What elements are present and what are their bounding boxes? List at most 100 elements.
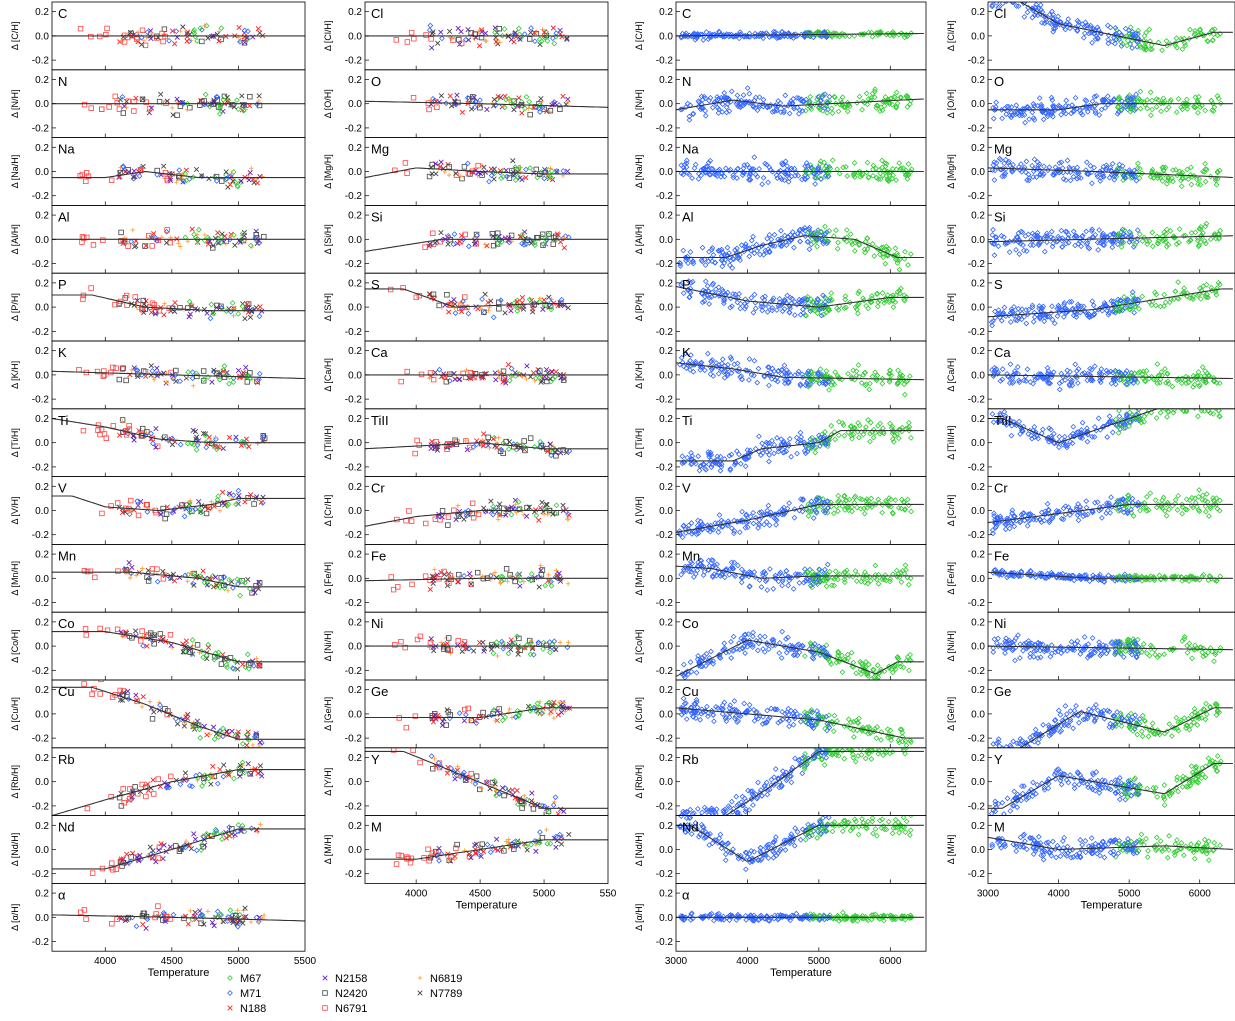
data-point [124, 916, 130, 923]
data-point [133, 573, 139, 578]
data-point [140, 566, 145, 571]
data-point [561, 245, 567, 251]
data-point [508, 511, 515, 518]
data-point [817, 232, 824, 239]
data-point [103, 435, 109, 441]
data-point [843, 164, 849, 170]
data-point [783, 300, 790, 306]
data-point [207, 732, 213, 737]
data-point [846, 496, 853, 503]
data-point [218, 661, 225, 667]
y-axis-label: Δ [Cu/H] [10, 697, 20, 731]
data-point [818, 303, 825, 310]
data-point [153, 426, 159, 432]
data-point [171, 578, 178, 584]
data-point [445, 241, 451, 247]
data-point [216, 376, 223, 383]
data-point [201, 306, 208, 312]
y-tick-label: 0.2 [35, 211, 49, 222]
data-point [786, 309, 793, 316]
data-point [192, 909, 198, 916]
data-point [499, 32, 506, 39]
data-point [762, 247, 769, 254]
data-point [215, 230, 221, 236]
panel-p: 0.20.0-0.2PΔ [P/H] [634, 272, 927, 342]
data-point [769, 437, 775, 444]
data-point [553, 574, 560, 581]
data-point [231, 775, 237, 782]
data-point [259, 500, 266, 506]
data-point [465, 26, 471, 33]
data-point [869, 33, 876, 40]
data-point [862, 382, 869, 389]
data-point [187, 509, 193, 516]
data-point [689, 175, 695, 182]
data-point [500, 379, 506, 385]
fit-curve [52, 417, 305, 444]
data-point [139, 425, 146, 432]
data-point [524, 513, 530, 519]
data-point [879, 290, 886, 296]
data-point [117, 432, 123, 438]
data-point [683, 104, 689, 111]
data-point [446, 442, 453, 449]
data-point [541, 34, 548, 41]
data-point [120, 419, 125, 424]
data-point [438, 159, 444, 165]
data-point [815, 174, 822, 181]
data-point [741, 162, 748, 169]
y-tick-label: 0.0 [35, 777, 49, 788]
data-point [818, 176, 824, 182]
data-point [524, 376, 529, 382]
legend-item-n6819: N6819 [417, 973, 462, 985]
data-point [92, 574, 98, 581]
data-point [184, 440, 191, 447]
panel-frame [51, 476, 306, 545]
element-label: Ge [371, 684, 388, 699]
data-point [538, 38, 545, 45]
data-point [510, 171, 517, 178]
data-point [718, 461, 725, 468]
data-point [756, 94, 763, 101]
legend-marker [227, 975, 233, 981]
data-point [191, 571, 198, 577]
data-point [832, 369, 839, 375]
data-point [559, 34, 565, 40]
data-point [428, 445, 434, 452]
data-point [766, 440, 773, 447]
data-point [133, 95, 139, 101]
data-point [763, 161, 770, 168]
data-point [908, 30, 915, 36]
data-point [807, 436, 814, 443]
data-point [684, 454, 691, 461]
data-point [825, 99, 831, 105]
data-point [707, 94, 714, 101]
data-point [845, 370, 851, 377]
y-tick-label: 0.2 [348, 7, 362, 18]
y-tick-label: 0.0 [348, 777, 362, 788]
y-tick-label: 0.2 [35, 550, 49, 561]
data-point [516, 712, 523, 718]
data-point [191, 441, 197, 448]
data-point [142, 784, 149, 790]
legend-marker [227, 990, 233, 996]
data-point [857, 173, 863, 180]
data-point [826, 434, 832, 441]
data-point [447, 572, 454, 579]
data-point [126, 422, 132, 429]
data-point [743, 517, 750, 524]
data-point [172, 715, 179, 722]
data-point [864, 159, 871, 166]
data-point [495, 653, 500, 659]
data-point [758, 303, 764, 310]
data-point [190, 427, 196, 433]
data-point [213, 827, 220, 834]
data-point [473, 441, 480, 448]
data-point [724, 253, 730, 260]
data-point [202, 432, 209, 438]
data-point [702, 112, 709, 119]
data-point [186, 176, 193, 182]
data-point [702, 108, 709, 114]
panel-plot-area [365, 361, 608, 386]
data-point [851, 494, 858, 501]
